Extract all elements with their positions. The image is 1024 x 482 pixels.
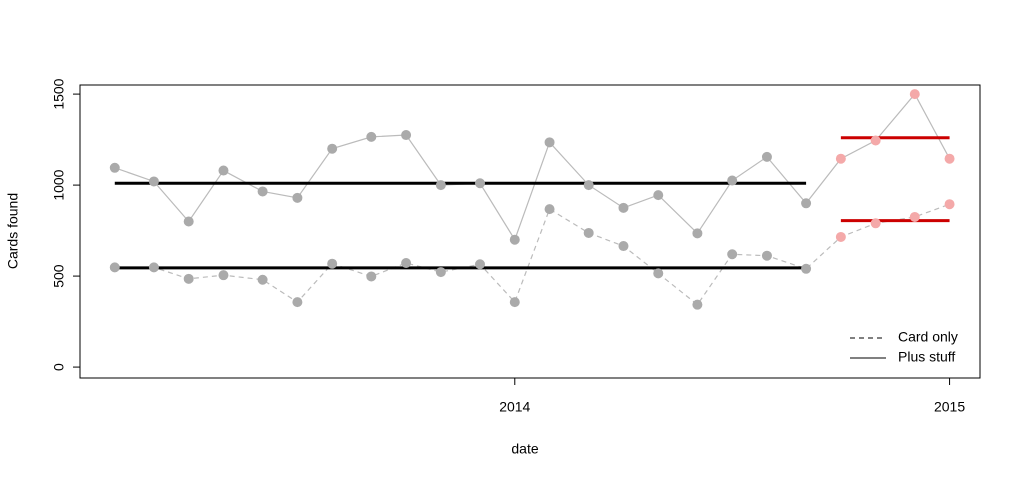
x-tick-label: 2015: [934, 399, 965, 415]
y-axis-label: Cards found: [5, 193, 21, 269]
y-tick-label: 1000: [51, 169, 67, 200]
point: [944, 199, 955, 210]
point: [183, 216, 194, 227]
point: [509, 297, 520, 308]
legend-label: Card only: [898, 329, 958, 345]
point: [327, 143, 338, 154]
point: [435, 267, 446, 278]
point: [761, 250, 772, 261]
point: [292, 192, 303, 203]
point: [870, 135, 881, 146]
point: [257, 186, 268, 197]
point: [801, 263, 812, 274]
point: [109, 162, 120, 173]
point: [727, 249, 738, 260]
point: [148, 262, 159, 273]
y-tick-label: 500: [51, 264, 67, 288]
point: [435, 180, 446, 191]
point: [870, 218, 881, 229]
point: [148, 176, 159, 187]
point: [509, 234, 520, 245]
point: [835, 153, 846, 164]
point: [692, 228, 703, 239]
series-line: [114, 93, 951, 242]
point: [944, 153, 955, 164]
point: [292, 297, 303, 308]
y-tick-label: 1500: [51, 78, 67, 109]
point: [909, 89, 920, 100]
point: [401, 257, 412, 268]
legend-label: Plus stuff: [898, 349, 955, 365]
point: [618, 241, 629, 252]
point: [583, 180, 594, 191]
point: [366, 271, 377, 282]
point: [327, 258, 338, 269]
point: [909, 211, 920, 222]
point: [475, 259, 485, 270]
point: [653, 268, 664, 279]
point: [618, 202, 629, 213]
point: [218, 165, 229, 176]
point: [401, 130, 412, 141]
point: [835, 231, 846, 242]
x-tick-label: 2014: [499, 399, 530, 415]
point: [692, 299, 703, 310]
point: [544, 137, 555, 148]
point: [366, 131, 377, 142]
point: [653, 190, 664, 201]
point: [183, 273, 194, 284]
series-line: [114, 203, 950, 306]
point: [257, 274, 268, 285]
x-axis-label: date: [511, 441, 538, 457]
point: [727, 175, 738, 186]
point: [109, 262, 120, 273]
point: [475, 178, 485, 189]
y-tick-label: 0: [51, 363, 67, 371]
point: [218, 270, 229, 281]
point: [583, 227, 594, 238]
point: [801, 198, 812, 209]
point: [761, 151, 772, 162]
point: [544, 204, 555, 215]
plot-box: [79, 84, 981, 379]
